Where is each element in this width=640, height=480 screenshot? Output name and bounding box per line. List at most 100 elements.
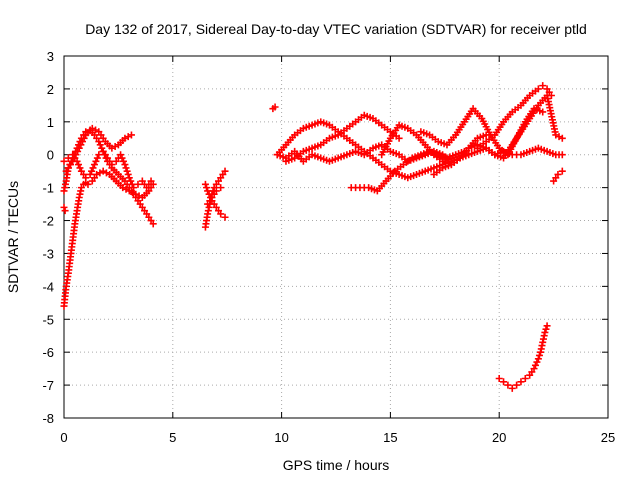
data-point bbox=[99, 167, 107, 175]
x-tick-label: 25 bbox=[601, 430, 615, 445]
y-tick-label: -3 bbox=[42, 246, 54, 261]
data-point bbox=[127, 131, 135, 139]
data-point bbox=[90, 161, 98, 169]
data-point bbox=[84, 180, 92, 188]
y-tick-label: -7 bbox=[42, 378, 54, 393]
data-point bbox=[102, 169, 110, 177]
data-point bbox=[60, 203, 68, 211]
data-point bbox=[271, 103, 279, 111]
data-point bbox=[124, 170, 132, 178]
axis-ticks: 0 5 10 15 20 25 -8 -7 -6 -5 -4 -3 -2 -1 0 1 2 3 bbox=[42, 49, 615, 445]
data-point bbox=[149, 220, 157, 228]
data-point bbox=[82, 174, 90, 182]
data-point bbox=[204, 187, 212, 195]
data-point bbox=[124, 133, 132, 141]
data-point bbox=[535, 351, 543, 359]
data-point bbox=[129, 189, 137, 197]
data-point bbox=[76, 164, 84, 172]
data-point bbox=[558, 151, 566, 159]
data-point bbox=[122, 185, 130, 193]
data-point bbox=[533, 358, 541, 366]
data-point bbox=[495, 375, 503, 383]
data-point bbox=[547, 91, 555, 99]
data-point bbox=[95, 138, 103, 146]
y-axis-label: SDTVAR / TECUs bbox=[5, 181, 21, 293]
y-tick-label: -1 bbox=[42, 181, 54, 196]
data-point bbox=[123, 167, 131, 175]
data-point bbox=[121, 161, 129, 169]
y-tick-label: 3 bbox=[47, 49, 54, 64]
data-point bbox=[534, 85, 542, 93]
data-points bbox=[60, 82, 566, 392]
data-point bbox=[221, 213, 229, 221]
data-point bbox=[504, 381, 512, 389]
data-point bbox=[500, 378, 508, 386]
data-point bbox=[521, 375, 529, 383]
x-axis-label: GPS time / hours bbox=[283, 457, 390, 473]
data-point bbox=[122, 164, 130, 172]
y-tick-label: 2 bbox=[47, 82, 54, 97]
data-point bbox=[558, 134, 566, 142]
data-point bbox=[88, 167, 96, 175]
data-point bbox=[534, 355, 542, 363]
data-point bbox=[61, 207, 69, 215]
plot-frame bbox=[63, 55, 609, 419]
data-point bbox=[530, 365, 538, 373]
data-point bbox=[217, 210, 225, 218]
data-point bbox=[203, 184, 211, 192]
data-point bbox=[217, 184, 225, 192]
data-point bbox=[111, 143, 119, 150]
x-tick-label: 20 bbox=[492, 430, 506, 445]
data-point bbox=[542, 325, 550, 333]
data-point bbox=[147, 177, 155, 185]
data-point bbox=[554, 170, 562, 178]
data-point bbox=[127, 177, 135, 185]
y-tick-label: -2 bbox=[42, 214, 54, 229]
data-point bbox=[541, 328, 549, 336]
y-tick-label: 0 bbox=[47, 148, 54, 163]
y-tick-label: -5 bbox=[42, 312, 54, 327]
data-point bbox=[89, 164, 97, 172]
data-point bbox=[539, 82, 547, 90]
data-point bbox=[543, 322, 551, 330]
y-tick-label: -8 bbox=[42, 411, 54, 426]
data-point bbox=[86, 170, 94, 178]
data-point bbox=[92, 157, 100, 165]
data-point bbox=[558, 167, 566, 175]
data-point bbox=[508, 384, 516, 392]
data-point bbox=[513, 381, 521, 389]
data-point bbox=[96, 169, 104, 177]
data-point bbox=[395, 134, 403, 142]
x-tick-label: 10 bbox=[274, 430, 288, 445]
data-point bbox=[98, 144, 106, 152]
y-tick-label: -6 bbox=[42, 345, 54, 360]
x-tick-label: 15 bbox=[383, 430, 397, 445]
data-point bbox=[95, 151, 103, 159]
data-point bbox=[134, 180, 142, 188]
data-point bbox=[60, 157, 68, 165]
data-point bbox=[75, 161, 83, 169]
y-tick-label: -4 bbox=[42, 279, 54, 294]
data-point bbox=[119, 157, 127, 165]
grid-lines bbox=[64, 56, 608, 418]
x-tick-label: 0 bbox=[60, 430, 67, 445]
data-point bbox=[96, 141, 104, 149]
chart-title: Day 132 of 2017, Sidereal Day-to-day VTE… bbox=[85, 21, 587, 37]
data-point bbox=[117, 151, 125, 159]
data-point bbox=[531, 361, 539, 369]
data-point bbox=[64, 154, 72, 162]
data-point bbox=[130, 184, 138, 192]
data-point bbox=[539, 108, 547, 116]
x-tick-label: 5 bbox=[169, 430, 176, 445]
data-point bbox=[93, 154, 101, 162]
data-point bbox=[221, 167, 229, 175]
data-point bbox=[517, 378, 525, 386]
data-point bbox=[212, 187, 220, 195]
data-point bbox=[118, 154, 126, 162]
data-point bbox=[125, 174, 133, 182]
y-tick-label: 1 bbox=[47, 115, 54, 130]
data-point bbox=[108, 161, 116, 169]
data-point bbox=[555, 133, 563, 141]
data-point bbox=[201, 180, 209, 188]
